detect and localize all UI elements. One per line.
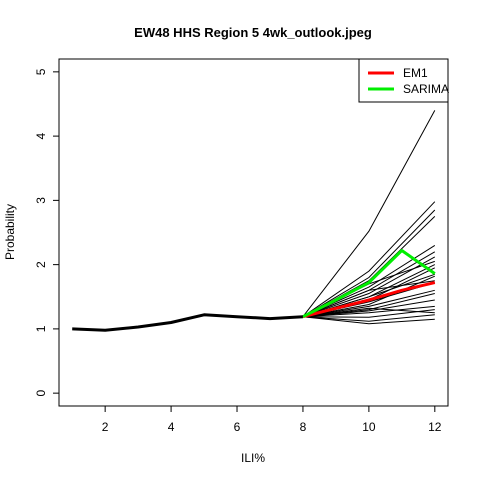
legend-box	[358, 58, 449, 103]
ensemble-line	[302, 307, 435, 318]
y-tick-label: 2	[34, 261, 48, 268]
x-tick-label: 4	[168, 420, 175, 434]
series-line-em1	[302, 281, 436, 319]
y-tick-label: 3	[34, 197, 48, 204]
x-axis: 2 4 6 8 10 12	[102, 406, 442, 434]
plot-frame	[58, 58, 449, 407]
history-line	[72, 313, 303, 332]
ensemble-lines	[302, 110, 436, 325]
y-tick-label: 5	[34, 68, 48, 75]
x-tick-label: 12	[428, 420, 442, 434]
ensemble-line	[302, 314, 435, 322]
ensemble-line	[302, 201, 436, 318]
legend-em1-label: EM1	[403, 66, 428, 80]
legend-sarima-label: SARIMA	[403, 82, 449, 96]
ensemble-line	[302, 289, 435, 318]
ensemble-line	[302, 299, 435, 318]
y-tick-label: 4	[34, 132, 48, 139]
chart-title: EW48 HHS Region 5 4wk_outlook.jpeg	[134, 25, 372, 40]
series-line-sarima	[302, 249, 436, 319]
legend: EM1 SARIMA	[358, 58, 449, 103]
x-tick-label: 2	[102, 420, 109, 434]
y-tick-label: 0	[34, 389, 48, 396]
x-tick-label: 8	[300, 420, 307, 434]
ensemble-line	[302, 316, 435, 325]
y-axis: 0 1 2 3 4 5	[34, 68, 59, 396]
series-lines	[302, 249, 436, 319]
x-axis-label: ILI%	[241, 451, 265, 465]
y-axis-label: Probability	[3, 204, 17, 260]
history-line-group	[72, 313, 303, 332]
ensemble-line	[302, 305, 435, 318]
ensemble-line	[302, 280, 435, 318]
x-tick-label: 10	[362, 420, 376, 434]
ensemble-line	[302, 110, 436, 318]
ensemble-line	[302, 209, 436, 318]
y-tick-label: 1	[34, 325, 48, 332]
x-tick-label: 6	[234, 420, 241, 434]
ensemble-line	[302, 309, 435, 318]
